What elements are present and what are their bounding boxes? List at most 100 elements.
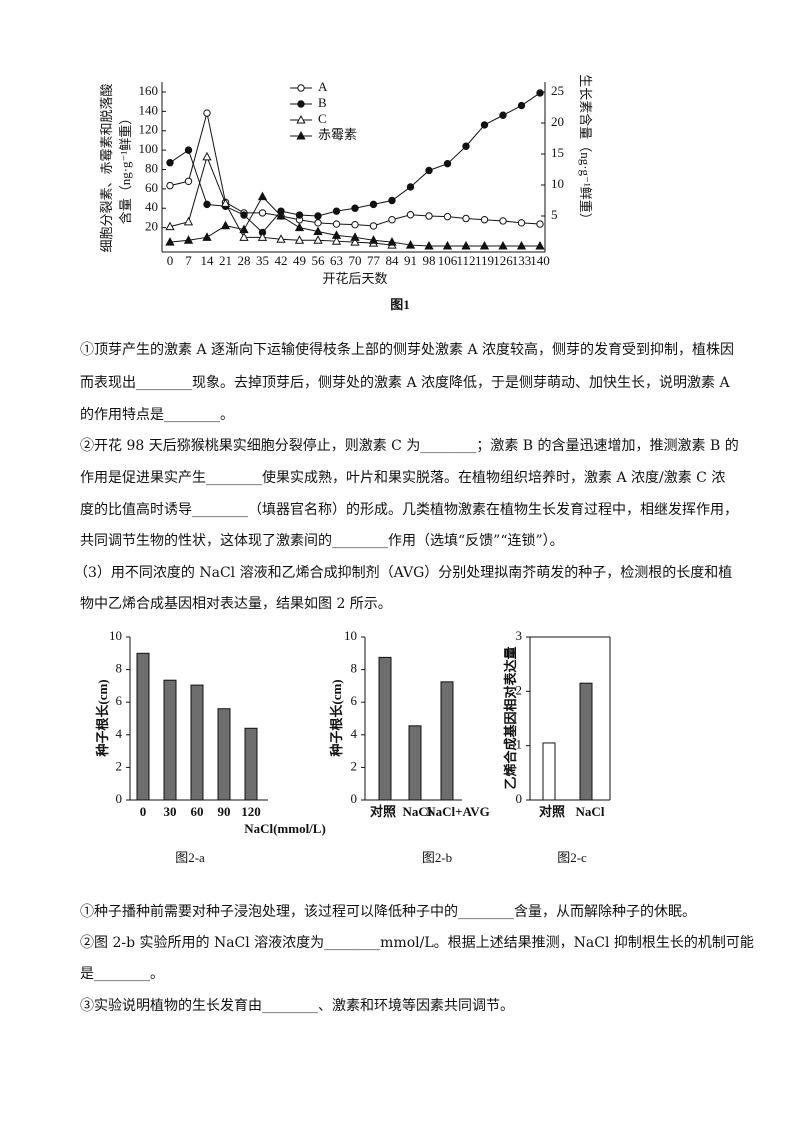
text-line: 度的比值高时诱导________（填器官名称）的形成。几类植物激素在植物生长发育… [80,502,738,518]
x-tick-label: 119 [475,253,494,268]
marker [257,191,268,201]
x-tick-label: 28 [238,253,251,268]
marker [296,114,306,124]
bar [408,725,422,801]
marker [516,240,527,250]
marker [184,177,193,185]
x-tick-label: 30 [164,804,177,819]
marker [183,216,194,226]
y-tick-label: 0 [116,791,123,806]
y-tick-label: 4 [351,726,358,741]
text-line: 的作用特点是________。 [80,407,234,423]
y-tick-label: 140 [139,102,159,117]
caption: 图1 [390,297,410,312]
y-tick-label: 4 [116,726,123,741]
x-tick-label: 0 [167,253,174,268]
marker [202,151,212,161]
bar [136,652,150,801]
y-tick-label: 8 [116,661,123,676]
marker [462,142,470,150]
y-tick-label: 40 [145,199,158,214]
marker [297,84,305,92]
marker [480,216,489,224]
bar [217,708,231,801]
marker [166,159,174,167]
text-line: 作用是促进果实产生________使果实成熟，叶片和果实脱落。在植物组织培养时，… [80,470,726,486]
marker [203,109,211,117]
marker [165,221,175,231]
marker [183,235,194,244]
x-tick-label: 91 [404,253,417,268]
x-tick-label: 133 [512,253,532,268]
y-tick-label: 1 [516,737,523,752]
marker [498,240,508,250]
x-tick-label: 98 [423,253,436,268]
marker [294,222,305,232]
marker [257,232,268,241]
x-tick-label: 14 [201,253,215,268]
x-tick-label: 49 [293,253,306,268]
y-tick-label: 2 [516,682,523,697]
x-tick-label: 56 [312,253,326,268]
y-tick-label: 0 [351,791,358,806]
marker [480,121,489,129]
x-label: 开花后天数 [322,271,387,286]
marker [388,196,396,205]
bar [190,684,204,801]
y-tick-label: 3 [516,628,523,643]
legend-label: C [318,111,327,126]
marker [240,211,248,219]
x-tick-label: 84 [386,253,400,268]
marker [405,240,416,249]
marker [203,200,211,209]
y-tick-label: 10 [109,628,122,643]
marker [406,183,415,191]
bar [440,681,454,801]
marker [536,89,544,97]
marker [535,240,545,250]
marker [443,159,452,168]
marker [499,111,507,119]
text-line: 共同调节生物的性状，这体现了激素间的________作用（选填“反馈”“连锁”）… [80,533,564,549]
y-tick-label: 0 [516,791,523,806]
y-label: 含量（ng·g⁻¹鲜重） [118,112,133,225]
x-tick-label: 77 [367,253,381,268]
marker [220,220,231,230]
marker [517,101,526,110]
y-tick-label: 100 [139,141,159,156]
text-line: 物中乙烯合成基因相对表达量，结果如图 2 所示。 [80,596,392,612]
marker [479,240,490,250]
marker [297,100,305,108]
x-tick-label: 21 [219,253,232,268]
text-line: 而表现出________现象。去掉顶芽后，侧芽处的激素 A 浓度降低，于是侧芽萌… [80,375,730,391]
bar [163,679,177,801]
marker [202,232,212,241]
x-tick-label: 对照 [539,804,565,819]
marker [314,212,322,220]
y-tick-label: 2 [116,758,123,773]
marker [425,212,433,220]
marker [332,220,341,228]
bar [542,742,556,801]
bar [378,656,392,801]
y2-tick-label: 25 [551,83,564,98]
marker [517,219,526,227]
marker [388,216,396,224]
y-tick-label: 160 [139,83,159,98]
bar [579,682,593,801]
marker [295,211,304,219]
x-tick-label: 126 [493,253,513,268]
legend-label: A [318,79,328,94]
marker [425,166,433,175]
x-tick-label: NaCl [403,804,432,819]
marker [331,230,342,239]
x-tick-label: 0 [140,804,147,819]
marker [313,235,323,244]
legend-label: B [318,95,327,110]
marker [276,234,286,243]
y2-tick-label: 20 [551,114,564,129]
marker [184,146,193,154]
text-line: ②开花 98 天后猕猴桃果实细胞分裂停止，则激素 C 为________；激素 … [80,438,739,454]
series-line [169,155,393,246]
